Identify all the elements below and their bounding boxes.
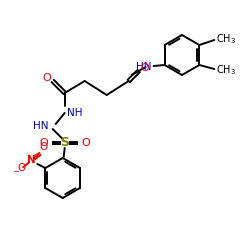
Text: CH$_3$: CH$_3$ [216, 32, 236, 46]
Text: O: O [82, 138, 90, 148]
Text: NH: NH [67, 108, 82, 118]
Text: O: O [39, 138, 48, 148]
Text: −: − [12, 168, 19, 176]
Text: O: O [17, 163, 25, 173]
Text: O: O [39, 142, 48, 152]
Text: O: O [42, 73, 51, 83]
Text: HN: HN [33, 121, 49, 131]
Text: CH$_3$: CH$_3$ [216, 63, 236, 77]
Text: S: S [60, 136, 69, 149]
Text: +: + [34, 152, 39, 158]
Text: O: O [141, 63, 150, 73]
Text: HN: HN [136, 62, 152, 72]
Text: N: N [27, 155, 36, 165]
